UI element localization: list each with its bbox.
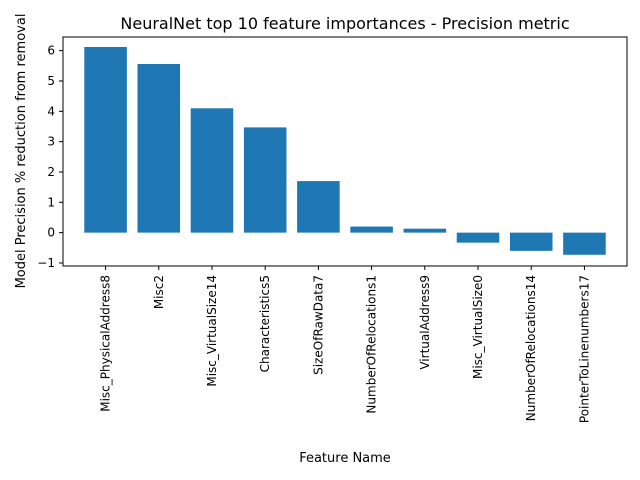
bar-SizeOfRawData7 (297, 181, 340, 233)
x-tick-label: Misc_VirtualSize14 (205, 275, 219, 387)
x-tick-label: Characteristics5 (258, 275, 272, 372)
bar-Misc_VirtualSize0 (456, 232, 500, 243)
chart-title: NeuralNet top 10 feature importances - P… (120, 14, 569, 33)
y-tick-label: 4 (47, 104, 55, 118)
x-tick-label: VirtualAddress9 (418, 275, 432, 370)
bar-NumberOfRelocations1 (350, 226, 393, 233)
x-tick-label: NumberOfRelocations14 (524, 275, 538, 421)
x-tick-label: Misc_VirtualSize0 (471, 275, 485, 379)
x-axis-label: Feature Name (299, 451, 391, 466)
y-tick-label: 3 (47, 135, 55, 149)
bar-Misc_VirtualSize14 (190, 108, 234, 233)
bar-VirtualAddress9 (403, 228, 447, 233)
y-tick-label: 5 (47, 74, 55, 88)
x-tick-label: SizeOfRawData7 (311, 275, 325, 375)
x-tick-label: PointerToLinenumbers17 (577, 275, 591, 423)
bar-Characteristics5 (243, 127, 287, 233)
y-tick-label: 2 (47, 165, 55, 179)
x-axis: Misc_PhysicalAddress8 Misc2 Misc_VirtualSi… (99, 266, 591, 423)
bar-NumberOfRelocations14 (509, 232, 553, 251)
bar-Misc2 (137, 63, 181, 233)
x-tick-label: Misc_PhysicalAddress8 (99, 275, 113, 412)
y-tick-label: 6 (47, 44, 55, 58)
plot-frame (62, 36, 628, 267)
y-axis-label: Model Precision % reduction from removal (14, 14, 29, 289)
x-tick-label: NumberOfRelocations1 (365, 275, 379, 414)
y-tick-label: 1 (47, 195, 55, 209)
y-tick-label: −1 (37, 256, 55, 270)
bar-PointerToLinenumbers17 (563, 232, 606, 255)
x-tick-label: Misc2 (152, 275, 166, 309)
y-axis: −1 0 1 2 3 4 5 6 (37, 44, 63, 270)
y-tick-label: 0 (47, 226, 55, 240)
bars-group (84, 47, 606, 255)
bar-Misc_PhysicalAddress8 (84, 47, 127, 233)
